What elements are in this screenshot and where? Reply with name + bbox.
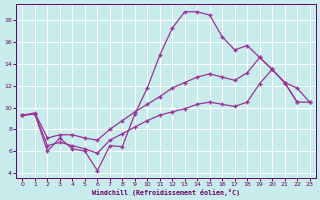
X-axis label: Windchill (Refroidissement éolien,°C): Windchill (Refroidissement éolien,°C) — [92, 189, 240, 196]
